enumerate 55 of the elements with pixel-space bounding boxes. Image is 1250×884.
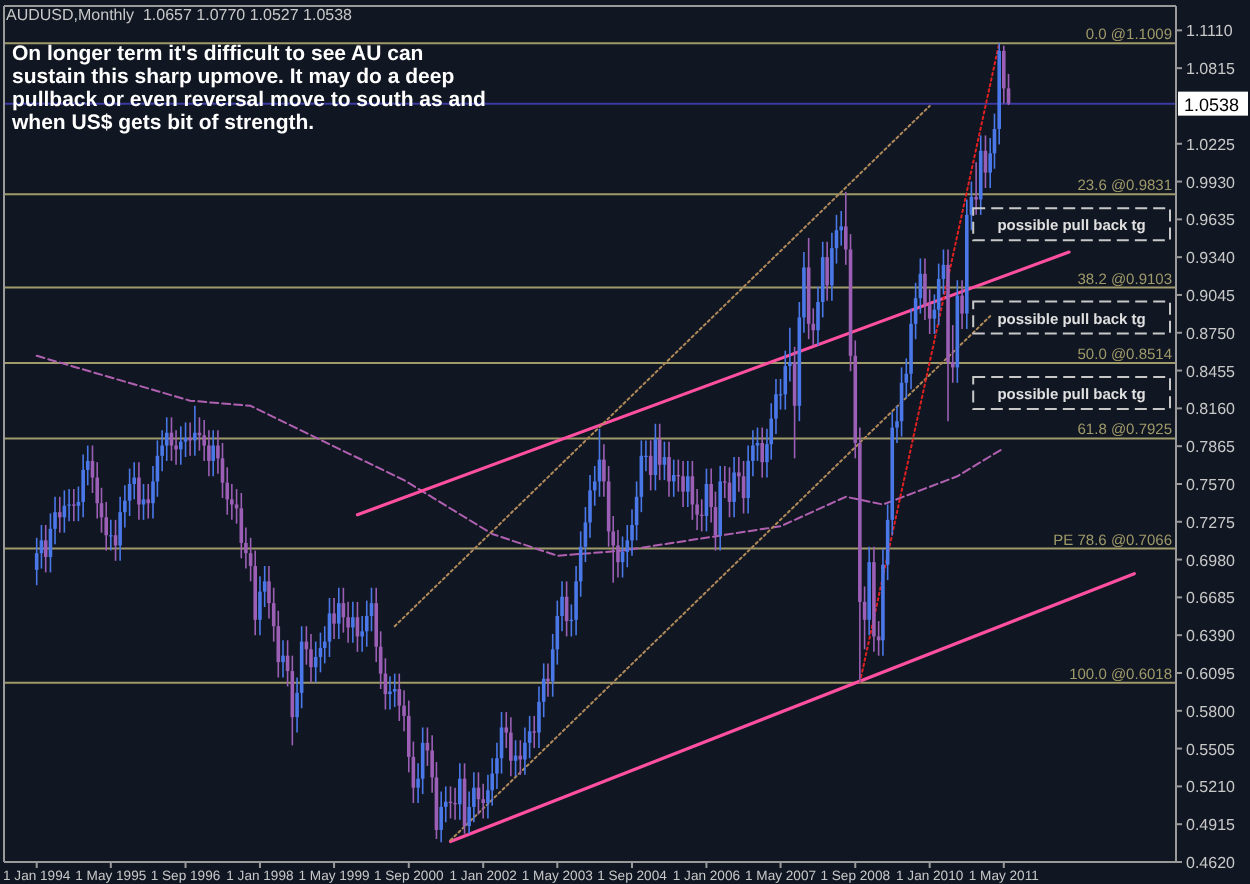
y-tick-label: 0.4915: [1186, 816, 1237, 835]
candlestick: [458, 762, 462, 821]
candlestick: [509, 716, 513, 777]
candlestick: [43, 524, 48, 574]
candlestick: [960, 279, 964, 330]
y-tick-label: 0.6685: [1186, 589, 1237, 608]
candlestick: [825, 240, 829, 302]
candlestick: [57, 495, 62, 534]
y-tick-label: 0.5505: [1186, 740, 1237, 759]
candlestick: [146, 483, 151, 520]
candlestick: [72, 488, 76, 522]
candlestick: [732, 456, 736, 519]
candlestick: [681, 460, 685, 508]
y-tick-label: 0.5800: [1186, 702, 1237, 721]
ref-line-label: 1.0538: [1184, 94, 1240, 115]
candlestick: [81, 453, 85, 519]
candlestick: [1001, 44, 1006, 105]
y-tick-label: 0.9340: [1186, 249, 1237, 268]
y-tick-label: 0.8750: [1186, 324, 1237, 343]
chart-title: AUDUSD,Monthly 1.0657 1.0770 1.0527 1.0538: [6, 6, 354, 24]
candlestick: [392, 672, 397, 708]
y-tick-label: 0.7275: [1186, 513, 1237, 532]
candlestick: [671, 458, 676, 498]
y-tick-label: 0.6980: [1186, 551, 1237, 570]
candlestick: [336, 586, 341, 640]
y-tick-label: 0.6390: [1186, 627, 1237, 646]
candlestick: [109, 519, 113, 552]
y-tick-label: 0.7570: [1186, 475, 1237, 494]
y-tick-label: 0.5210: [1186, 778, 1237, 797]
candlestick: [532, 715, 537, 749]
candlestick: [178, 425, 183, 466]
y-tick-label: 0.6095: [1186, 664, 1237, 683]
y-tick-label: 0.8160: [1186, 400, 1237, 419]
y-tick-label: 1.0815: [1186, 60, 1237, 79]
candlestick: [193, 405, 197, 457]
y-tick-label: 0.8455: [1186, 362, 1237, 381]
annotation: On longer term it's difficult to see AU can sustain this sharp upmove. It may do a deep pullback or even reversal move to south as and when US$ gets bit of strength.: [10, 42, 486, 135]
candlestick: [313, 640, 318, 684]
candlestick: [137, 461, 141, 521]
candlestick: [309, 633, 313, 684]
candlestick: [211, 429, 215, 478]
candlestick: [667, 440, 671, 498]
candlestick: [685, 460, 690, 508]
y-tick-label: 1.1110: [1186, 22, 1234, 41]
y-tick-label: 0.9930: [1186, 173, 1237, 192]
candlestick: [760, 426, 765, 479]
y-tick-label: 0.7865: [1186, 438, 1237, 457]
y-tick-label: 0.9635: [1186, 211, 1237, 230]
y-tick-label: 0.4620: [1186, 854, 1237, 872]
y-tick-label: 0.9045: [1186, 286, 1237, 305]
candlestick: [332, 597, 336, 640]
candlestick: [281, 639, 285, 679]
y-tick-label: 1.0225: [1186, 135, 1237, 154]
candlestick: [439, 790, 443, 843]
candlestick: [351, 601, 355, 644]
